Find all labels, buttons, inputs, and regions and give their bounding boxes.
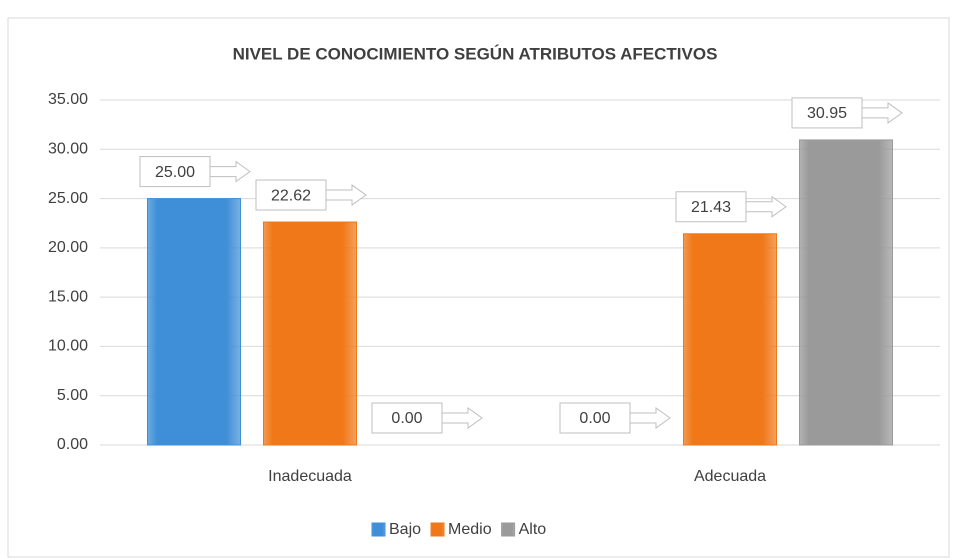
legend-swatch	[501, 522, 516, 537]
data-label-arrow	[325, 184, 367, 207]
data-label-box	[791, 97, 863, 129]
data-label: 22.62	[271, 187, 311, 204]
chart-title: NIVEL DE CONOCIMIENTO SEGÚN ATRIBUTOS AF…	[233, 44, 718, 63]
y-tick-label: 5.00	[57, 387, 88, 404]
data-label-arrow	[209, 160, 251, 183]
bar	[263, 221, 357, 446]
data-label-arrow	[629, 407, 671, 429]
y-tick-label: 15.00	[48, 288, 88, 305]
x-tick-label: Inadecuada	[268, 468, 352, 485]
y-tick-label: 20.00	[48, 239, 88, 256]
data-label-box	[255, 179, 327, 211]
y-tick-label: 0.00	[57, 436, 88, 453]
legend-swatch	[430, 522, 445, 537]
data-label-arrow	[745, 195, 787, 218]
bar	[799, 139, 893, 446]
y-tick-label: 30.00	[48, 141, 88, 158]
bar	[147, 198, 241, 446]
legend-label: Alto	[519, 521, 547, 538]
data-label-box	[139, 156, 211, 188]
data-label-arrow	[861, 101, 903, 124]
data-label-arrow	[441, 407, 483, 429]
data-label: 0.00	[391, 410, 422, 427]
data-label-box	[371, 402, 443, 434]
x-tick-label: Adecuada	[694, 468, 766, 485]
legend-label: Medio	[448, 521, 492, 538]
bar	[683, 233, 777, 446]
data-label-box	[559, 402, 631, 434]
legend-swatch	[371, 522, 386, 537]
data-label-box	[675, 191, 747, 223]
data-label: 0.00	[579, 410, 610, 427]
data-label: 30.95	[807, 105, 847, 122]
data-label: 25.00	[155, 164, 195, 181]
y-tick-label: 25.00	[48, 190, 88, 207]
legend-label: Bajo	[389, 521, 421, 538]
y-tick-label: 35.00	[48, 91, 88, 108]
data-label: 21.43	[691, 199, 731, 216]
y-tick-label: 10.00	[48, 338, 88, 355]
